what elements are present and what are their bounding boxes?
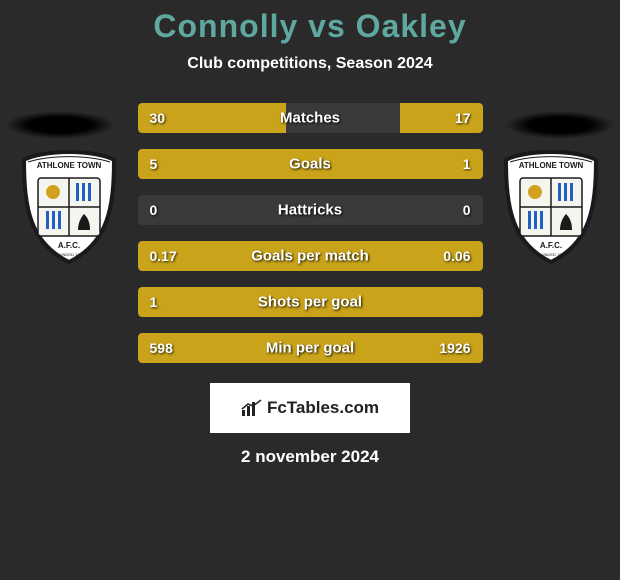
subtitle: Club competitions, Season 2024 xyxy=(0,55,620,73)
crest-top-text: ATHLONE TOWN xyxy=(37,161,102,170)
crest-bottom-text: A.F.C. xyxy=(58,241,80,250)
stat-bars: 30 17 Matches 5 1 Goals 0 0 Hattricks 0.17 0.06 Goa… xyxy=(138,103,483,363)
stat-label: Shots per goal xyxy=(258,294,362,311)
stat-label: Min per goal xyxy=(266,340,354,357)
svg-text:ATHLONE TOWN: ATHLONE TOWN xyxy=(519,161,584,170)
shadow-left xyxy=(5,111,115,139)
stat-row: 0 0 Hattricks xyxy=(138,195,483,225)
svg-text:A.F.C.: A.F.C. xyxy=(540,241,562,250)
stat-right-value: 1926 xyxy=(439,340,470,356)
shield-icon: ATHLONE TOWN A.F.C. FOUNDED 1887 xyxy=(500,148,602,266)
header: Connolly vs Oakley Club competitions, Se… xyxy=(0,0,620,73)
svg-text:FOUNDED 1887: FOUNDED 1887 xyxy=(536,252,567,257)
stat-left-value: 5 xyxy=(150,156,158,172)
stat-row: 598 1926 Min per goal xyxy=(138,333,483,363)
stat-left-value: 30 xyxy=(150,110,166,126)
stat-left-value: 0.17 xyxy=(150,248,177,264)
stat-label: Goals per match xyxy=(251,248,369,265)
crest-founded-text: FOUNDED 1887 xyxy=(54,252,85,257)
stat-row: 0.17 0.06 Goals per match xyxy=(138,241,483,271)
stat-left-value: 598 xyxy=(150,340,173,356)
chart-icon xyxy=(241,399,263,417)
brand-text: FcTables.com xyxy=(267,398,379,418)
crest-left: ATHLONE TOWN A.F.C. FOUNDED 1887 xyxy=(18,148,120,266)
crest-right: ATHLONE TOWN A.F.C. FOUNDED 1887 xyxy=(500,148,602,266)
page-title: Connolly vs Oakley xyxy=(0,8,620,45)
shadow-right xyxy=(505,111,615,139)
stat-right-value: 1 xyxy=(463,156,471,172)
stat-right-value: 0.06 xyxy=(443,248,470,264)
bar-right-fill xyxy=(407,149,483,179)
stat-row: 1 Shots per goal xyxy=(138,287,483,317)
content-area: ATHLONE TOWN A.F.C. FOUNDED 1887 A xyxy=(0,103,620,363)
shield-icon: ATHLONE TOWN A.F.C. FOUNDED 1887 xyxy=(18,148,120,266)
stat-row: 5 1 Goals xyxy=(138,149,483,179)
stat-right-value: 17 xyxy=(455,110,471,126)
stat-left-value: 0 xyxy=(150,202,158,218)
stat-label: Goals xyxy=(289,156,331,173)
stat-label: Hattricks xyxy=(278,202,342,219)
stat-row: 30 17 Matches xyxy=(138,103,483,133)
stat-left-value: 1 xyxy=(150,294,158,310)
brand-box: FcTables.com xyxy=(210,383,410,433)
bar-left-fill xyxy=(138,149,407,179)
footer-date: 2 november 2024 xyxy=(0,447,620,467)
stat-label: Matches xyxy=(280,110,340,127)
stat-right-value: 0 xyxy=(463,202,471,218)
